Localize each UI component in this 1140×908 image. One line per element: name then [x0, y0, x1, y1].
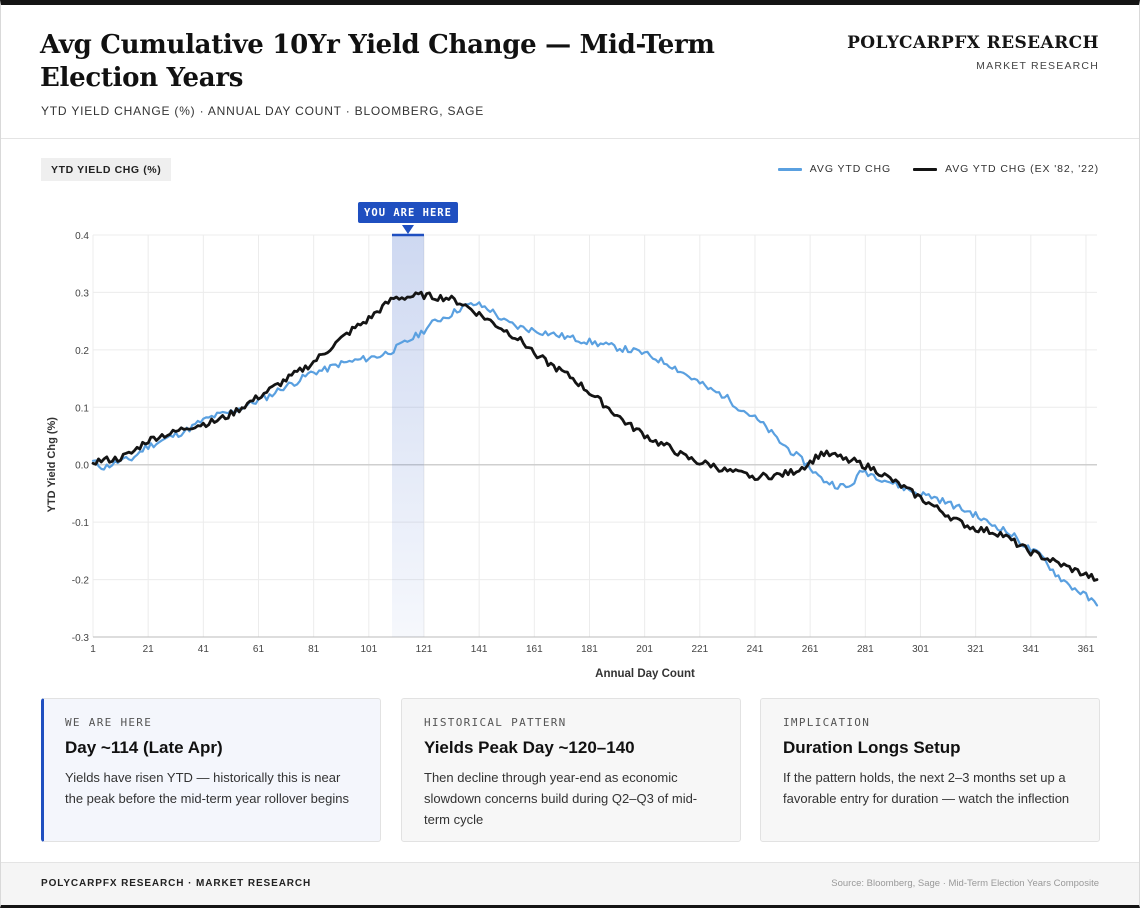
y-tick-label: -0.2	[72, 576, 90, 587]
y-tick-label: -0.1	[72, 518, 90, 529]
x-tick-label: 221	[691, 644, 708, 655]
y-tick-label: 0.1	[75, 403, 89, 414]
card-body: If the pattern holds, the next 2–3 month…	[783, 770, 1070, 806]
card-historical-pattern: HISTORICAL PATTERN Yields Peak Day ~120–…	[401, 698, 741, 842]
x-tick-label: 141	[471, 644, 488, 655]
legend-swatch-blue	[777, 167, 802, 171]
x-axis-title: Annual Day Count	[595, 668, 695, 680]
you-are-here-arrow	[401, 225, 414, 234]
footer-brand: POLYCARPFX RESEARCH · MARKET RESEARCH	[41, 878, 312, 889]
x-tick-label: 61	[253, 644, 265, 655]
x-tick-label: 281	[857, 644, 874, 655]
card-kicker: IMPLICATION	[783, 716, 871, 729]
legend-item-avg: AVG YTD CHG	[777, 163, 892, 175]
y-tick-label: 0.4	[75, 231, 89, 242]
page-title: Avg Cumulative 10Yr Yield Change — Mid-T…	[40, 30, 715, 93]
x-tick-label: 301	[912, 644, 929, 655]
card-body: Yields have risen YTD — historically thi…	[65, 770, 349, 806]
card-kicker: HISTORICAL PATTERN	[424, 716, 567, 729]
x-tick-label: 181	[581, 644, 598, 655]
y-tick-label: 0.0	[75, 461, 89, 472]
series-line-avg	[91, 301, 1099, 607]
report-header: Avg Cumulative 10Yr Yield Change — Mid-T…	[1, 5, 1139, 139]
footer-source: Source: Bloomberg, Sage · Mid-Term Elect…	[831, 878, 1099, 889]
chart-legend: AVG YTD CHG AVG YTD CHG (EX '82, '22)	[756, 163, 1099, 175]
card-heading: Duration Longs Setup	[783, 738, 961, 757]
you-are-here-band	[391, 235, 424, 637]
y-tick-label: -0.3	[72, 633, 90, 644]
card-kicker: WE ARE HERE	[65, 716, 153, 729]
page-subtitle: YTD YIELD CHANGE (%) · ANNUAL DAY COUNT …	[41, 104, 485, 118]
card-heading: Day ~114 (Late Apr)	[65, 738, 223, 757]
insight-cards: WE ARE HERE Day ~114 (Late Apr) Yields h…	[41, 698, 1101, 842]
report-footer: POLYCARPFX RESEARCH · MARKET RESEARCH So…	[1, 862, 1139, 905]
series-line-ex-82-22	[91, 290, 1099, 582]
x-tick-label: 1	[90, 644, 96, 655]
x-tick-label: 101	[360, 644, 377, 655]
brand-name: POLYCARPFX RESEARCH	[847, 33, 1099, 53]
legend-label-ex: AVG YTD CHG (EX '82, '22)	[945, 163, 1099, 175]
y-axis-title: YTD Yield Chg (%)	[46, 417, 58, 513]
legend-item-ex: AVG YTD CHG (EX '82, '22)	[913, 163, 1099, 175]
x-tick-label: 341	[1022, 644, 1039, 655]
x-tick-label: 41	[198, 644, 210, 655]
chart-unit-badge: YTD YIELD CHG (%)	[41, 158, 172, 181]
card-we-are-here: WE ARE HERE Day ~114 (Late Apr) Yields h…	[41, 698, 381, 842]
card-heading: Yields Peak Day ~120–140	[424, 738, 635, 757]
you-are-here-label-box	[357, 202, 458, 223]
y-tick-label: 0.2	[75, 346, 89, 357]
line-chart: 0.40.30.20.10.0-0.1-0.2-0.31 21 41 61 81 101 1…	[46, 202, 1099, 680]
x-tick-label: 81	[308, 644, 320, 655]
brand-block: POLYCARPFX RESEARCH MARKET RESEARCH	[847, 33, 1099, 72]
x-tick-label: 241	[747, 644, 764, 655]
x-tick-label: 261	[802, 644, 819, 655]
card-implication: IMPLICATION Duration Longs Setup If the …	[760, 698, 1100, 842]
x-tick-label: 121	[416, 644, 433, 655]
legend-swatch-black	[913, 167, 938, 171]
x-tick-label: 21	[143, 644, 155, 655]
legend-label-avg: AVG YTD CHG	[809, 163, 892, 175]
y-tick-label: 0.3	[75, 288, 89, 299]
card-body: Then decline through year-end as economi…	[424, 770, 698, 827]
brand-subtitle: MARKET RESEARCH	[976, 60, 1099, 72]
x-tick-label: 201	[636, 644, 653, 655]
x-tick-label: 161	[526, 644, 543, 655]
x-tick-label: 361	[1078, 644, 1095, 655]
you-are-here-label: YOU ARE HERE	[364, 207, 452, 219]
x-tick-label: 321	[967, 644, 984, 655]
